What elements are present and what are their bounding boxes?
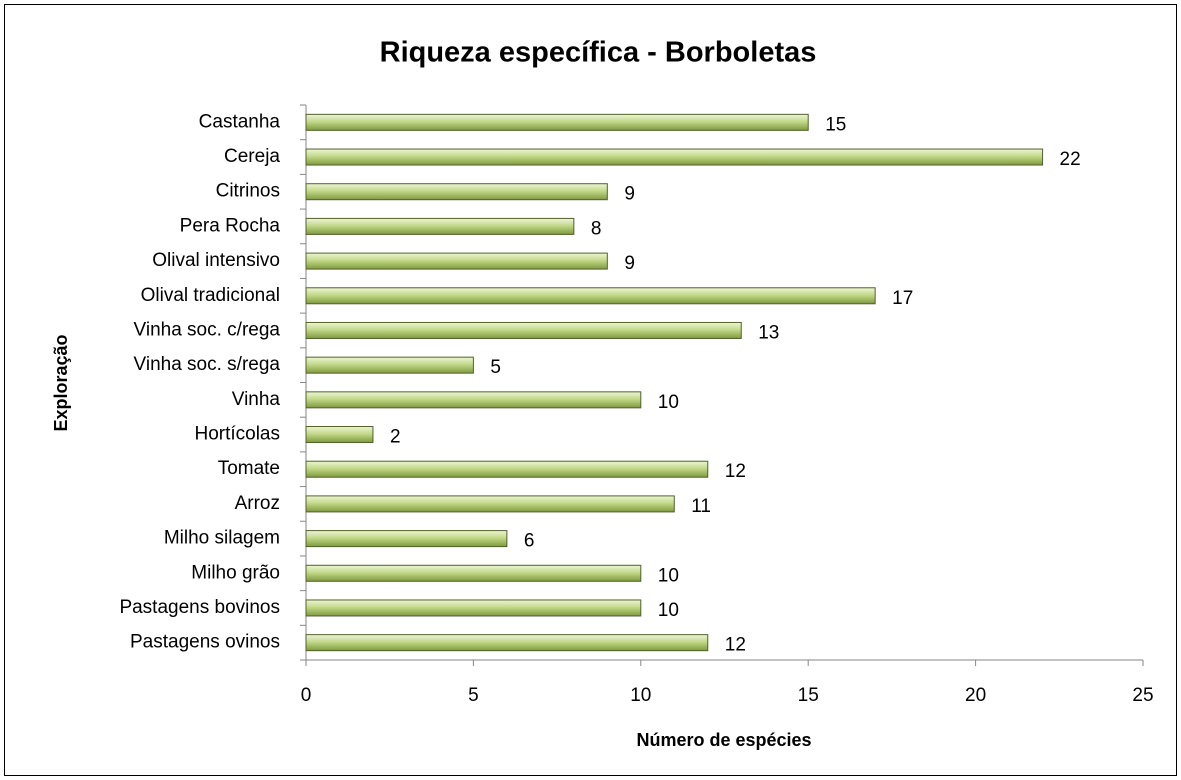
y-tick-label: Olival intensivo: [152, 250, 280, 271]
bar: [305, 530, 508, 548]
y-tick-label: Milho grão: [191, 562, 280, 583]
value-label: 9: [624, 184, 635, 205]
bar: [305, 391, 642, 409]
bar: [305, 495, 675, 513]
y-tick-label: Pastagens bovinos: [119, 597, 280, 618]
value-label: 2: [390, 427, 401, 448]
bar: [305, 599, 642, 617]
y-tick-label: Vinha soc. c/rega: [134, 319, 281, 340]
x-tick-label: 20: [965, 685, 986, 706]
bar: [305, 321, 742, 339]
x-tick-label: 10: [630, 685, 651, 706]
value-label: 17: [892, 288, 913, 309]
y-tick-label: Castanha: [199, 111, 281, 132]
value-label: 8: [591, 218, 602, 239]
x-tick-label: 5: [468, 685, 479, 706]
bar: [305, 356, 474, 374]
x-axis-title: Número de espécies: [636, 730, 811, 750]
y-tick-label: Milho silagem: [164, 528, 280, 549]
value-label: 11: [691, 496, 711, 517]
bar: [305, 634, 709, 652]
bar: [305, 252, 608, 270]
value-label: 13: [758, 322, 779, 343]
y-tick-label: Cereja: [224, 146, 280, 167]
y-axis-title: Exploração: [51, 334, 71, 431]
value-label: 5: [490, 357, 501, 378]
value-label: 12: [725, 461, 746, 482]
y-tick-label: Pera Rocha: [180, 215, 281, 236]
y-tick-label: Vinha: [232, 389, 281, 410]
chart-title: Riqueza específica - Borboletas: [380, 37, 817, 69]
value-label: 10: [658, 565, 679, 586]
x-tick-label: 0: [301, 685, 312, 706]
bar: [305, 183, 608, 201]
value-label: 9: [624, 253, 635, 274]
y-tick-label: Pastagens ovinos: [130, 632, 280, 653]
value-label: 10: [658, 392, 679, 413]
value-label: 22: [1060, 149, 1081, 170]
bar: [305, 426, 374, 444]
value-label: 12: [725, 635, 746, 656]
bar: [305, 460, 709, 478]
y-tick-label: Tomate: [218, 458, 280, 479]
y-tick-label: Olival tradicional: [141, 285, 280, 306]
x-tick-label: 15: [798, 685, 819, 706]
bar: [305, 564, 642, 582]
value-label: 15: [825, 114, 846, 135]
bar: [305, 148, 1044, 166]
y-tick-label: Hortícolas: [194, 424, 280, 445]
y-tick-label: Citrinos: [216, 181, 280, 202]
x-tick-label: 25: [1132, 685, 1153, 706]
bar: [305, 113, 809, 131]
value-label: 6: [524, 531, 535, 552]
y-tick-label: Arroz: [235, 493, 280, 514]
bar: [305, 287, 876, 305]
value-label: 10: [658, 600, 679, 621]
y-tick-label: Vinha soc. s/rega: [134, 354, 281, 375]
bar: [305, 217, 575, 235]
